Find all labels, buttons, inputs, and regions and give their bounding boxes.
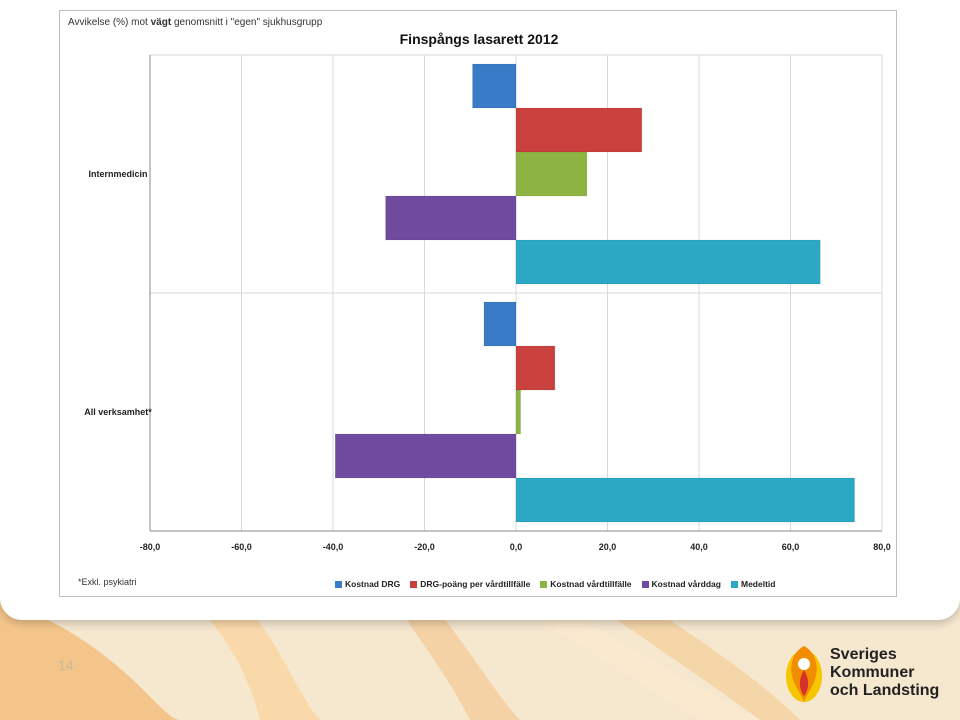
legend-item: DRG-poäng per vårdtillfälle <box>410 579 530 589</box>
x-tick-label: 20,0 <box>599 542 617 552</box>
slide-card: Avvikelse (%) mot vägt genomsnitt i "ege… <box>0 0 960 620</box>
bar <box>515 151 588 197</box>
x-tick-label: -40,0 <box>323 542 344 552</box>
legend-swatch <box>730 580 738 588</box>
bar <box>472 63 517 109</box>
bar <box>515 477 855 523</box>
legend-swatch <box>641 580 649 588</box>
bar-chart: -80,0 -60,0 -40,0 -20,0 0,0 20,0 40,0 60,0 80,0 I… <box>84 54 891 552</box>
legend-label: Kostnad DRG <box>345 579 401 589</box>
x-tick-label: -20,0 <box>414 542 435 552</box>
bar <box>335 433 517 479</box>
chart-title: Finspångs lasarett 2012 <box>399 31 559 47</box>
legend-item: Kostnad vårdtillfälle <box>540 579 632 589</box>
chart-subtitle: Avvikelse (%) mot vägt genomsnitt i "ege… <box>68 17 323 28</box>
legend-item: Medeltid <box>730 579 776 589</box>
x-tick-label: -80,0 <box>140 542 161 552</box>
x-tick-label: 0,0 <box>510 542 523 552</box>
legend-label: DRG-poäng per vårdtillfälle <box>420 579 531 589</box>
legend-item: Kostnad vårddag <box>641 579 721 589</box>
x-tick-label: -60,0 <box>231 542 252 552</box>
x-tick-label: 60,0 <box>782 542 800 552</box>
category-label: Internmedicin <box>88 169 147 179</box>
chart-legend: Kostnad DRG DRG-poäng per vårdtillfälle Ko… <box>335 579 775 589</box>
bar <box>515 107 643 153</box>
bar <box>515 345 556 391</box>
bar <box>483 301 517 347</box>
x-tick-label: 40,0 <box>690 542 708 552</box>
category-label: All verksamhet* <box>84 407 152 417</box>
legend-label: Kostnad vårdtillfälle <box>550 579 632 589</box>
legend-label: Kostnad vårddag <box>651 579 721 589</box>
page-number: 14 <box>58 657 74 673</box>
legend-item: Kostnad DRG <box>335 579 400 589</box>
chart-frame: Avvikelse (%) mot vägt genomsnitt i "ege… <box>59 10 897 597</box>
legend-swatch <box>335 580 342 588</box>
x-tick-label: 80,0 <box>873 542 891 552</box>
bar <box>515 239 821 285</box>
bar <box>385 195 517 241</box>
legend-swatch <box>410 580 418 588</box>
legend-label: Medeltid <box>740 579 776 589</box>
skl-logo-icon <box>786 646 822 704</box>
skl-logo-text: Sveriges Kommuner och Landsting <box>830 646 940 699</box>
chart-footnote: *Exkl. psykiatri <box>78 577 137 587</box>
skl-logo: Sveriges Kommuner och Landsting <box>782 638 952 708</box>
bar <box>515 389 521 435</box>
legend-swatch <box>540 580 548 588</box>
